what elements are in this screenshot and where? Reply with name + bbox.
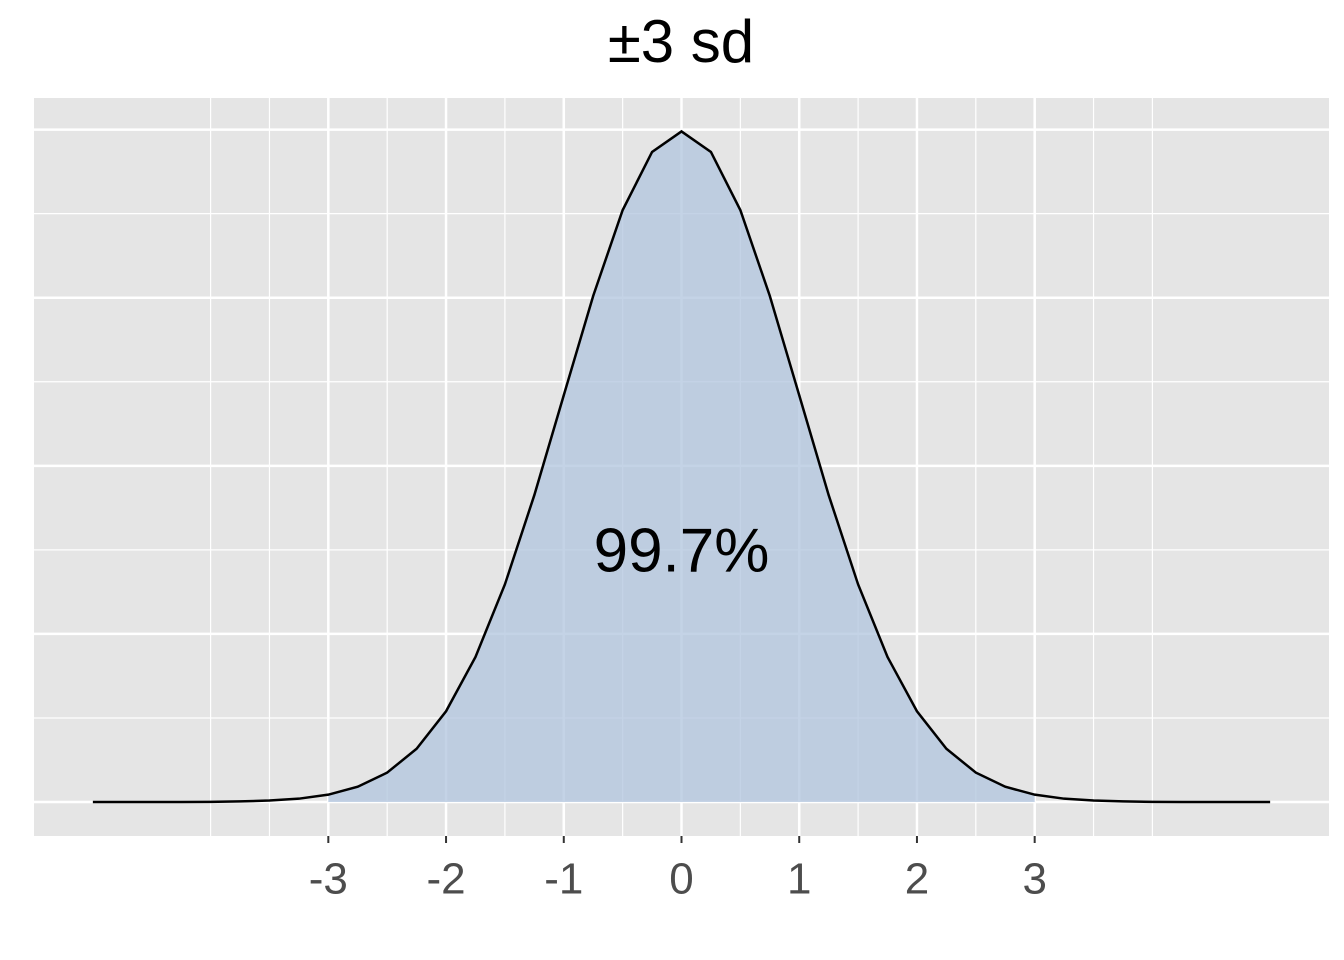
x-tick-label: 0 — [669, 855, 693, 904]
density-line — [92, 129, 1271, 804]
shaded-area — [328, 131, 1035, 803]
x-tick-label: 1 — [787, 855, 811, 904]
chart-title: ±3 sd — [608, 8, 754, 75]
x-tick-label: -2 — [426, 855, 465, 904]
x-tick-label: -3 — [309, 855, 348, 904]
x-tick-label: 2 — [905, 855, 929, 904]
x-tick-label: 3 — [1022, 855, 1046, 904]
annotation: 99.7% — [594, 516, 770, 585]
x-tick-label: -1 — [544, 855, 583, 904]
